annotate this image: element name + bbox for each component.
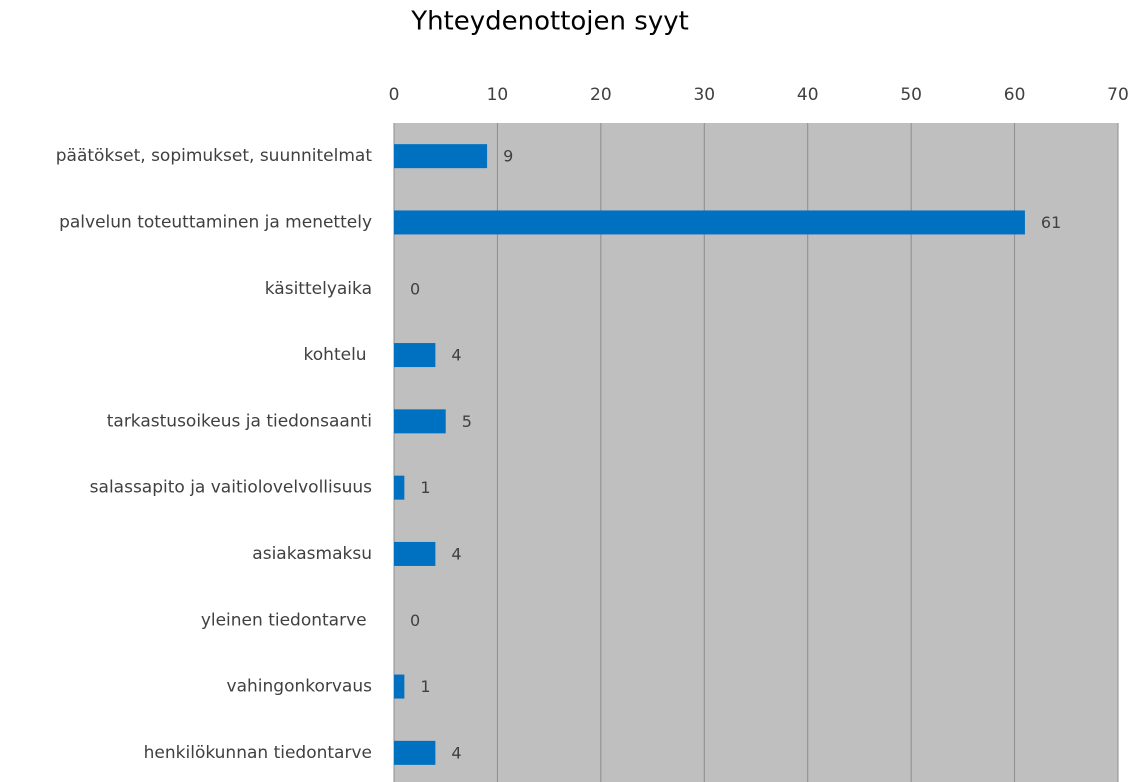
y-tick-label: päätökset, sopimukset, suunnitelmat bbox=[56, 146, 373, 166]
x-tick-label: 50 bbox=[900, 85, 922, 105]
bar bbox=[394, 740, 436, 765]
bar bbox=[394, 144, 488, 169]
y-tick-label: yleinen tiedontarve bbox=[201, 610, 372, 630]
chart-title: Yhteydenottojen syyt bbox=[410, 7, 689, 37]
y-tick-label: kohtelu bbox=[304, 345, 372, 365]
x-tick-label: 20 bbox=[590, 85, 612, 105]
bar bbox=[394, 475, 405, 500]
x-tick-label: 70 bbox=[1107, 85, 1129, 105]
value-label: 1 bbox=[420, 677, 430, 696]
value-label: 61 bbox=[1041, 213, 1061, 232]
value-label: 1 bbox=[420, 478, 430, 497]
x-tick-label: 0 bbox=[389, 85, 400, 105]
bar bbox=[394, 210, 1025, 235]
value-label: 4 bbox=[451, 346, 461, 365]
x-tick-label: 40 bbox=[797, 85, 819, 105]
value-label: 0 bbox=[410, 279, 420, 298]
y-tick-label: käsittelyaika bbox=[265, 279, 372, 299]
bar bbox=[394, 674, 405, 699]
bar bbox=[394, 343, 436, 368]
value-label: 4 bbox=[451, 544, 461, 563]
x-tick-label: 10 bbox=[487, 85, 509, 105]
y-tick-label: vahingonkorvaus bbox=[227, 677, 373, 697]
y-tick-label: tarkastusoikeus ja tiedonsaanti bbox=[107, 411, 372, 431]
y-tick-label: salassapito ja vaitiolovelvollisuus bbox=[90, 478, 372, 498]
value-label: 9 bbox=[503, 147, 513, 166]
y-tick-label: palvelun toteuttaminen ja menettely bbox=[59, 212, 372, 232]
y-tick-label: asiakasmaksu bbox=[252, 544, 372, 564]
value-label: 0 bbox=[410, 611, 420, 630]
bar bbox=[394, 409, 446, 434]
x-tick-label: 30 bbox=[693, 85, 715, 105]
bar bbox=[394, 541, 436, 566]
value-label: 5 bbox=[462, 412, 472, 431]
value-label: 4 bbox=[451, 743, 461, 762]
x-tick-label: 60 bbox=[1004, 85, 1026, 105]
y-tick-label: henkilökunnan tiedontarve bbox=[144, 743, 372, 763]
